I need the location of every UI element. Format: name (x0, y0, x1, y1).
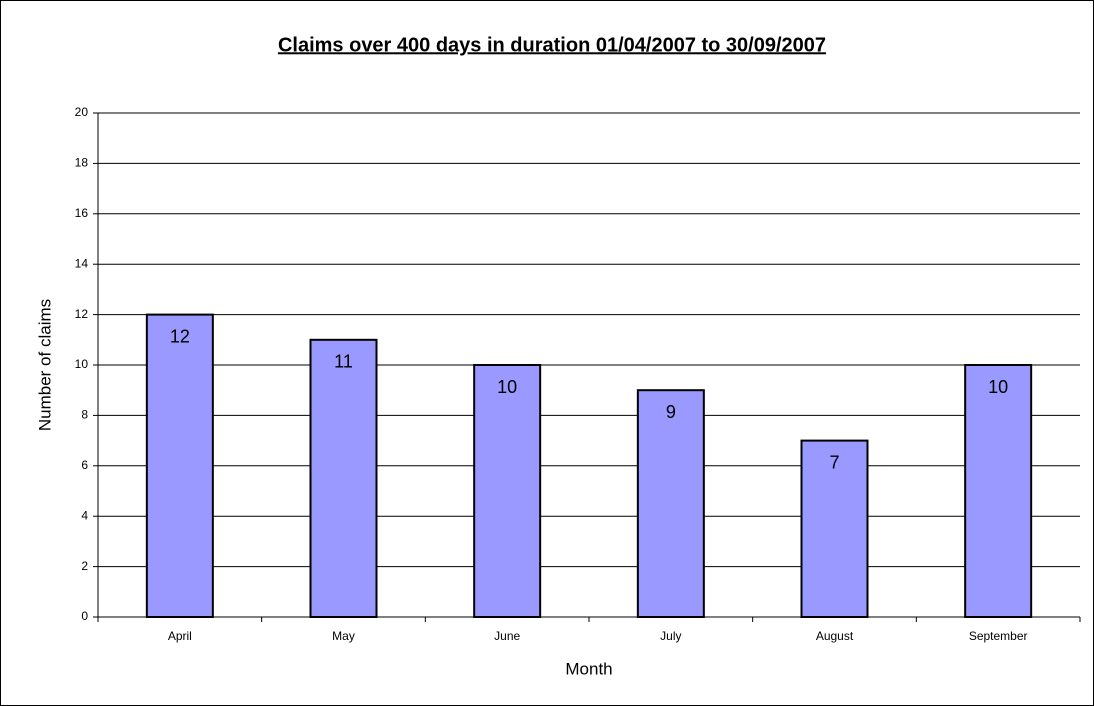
x-tick-label: July (660, 629, 681, 643)
data-label: 10 (497, 377, 517, 397)
bar (636, 389, 705, 619)
y-tick-label: 20 (75, 105, 89, 119)
x-tick-label: August (816, 629, 854, 643)
bar (473, 364, 542, 618)
y-axis-label: Number of claims (35, 299, 54, 431)
x-axis-label: Month (565, 659, 612, 678)
y-tick-label: 18 (75, 156, 89, 170)
data-label: 7 (829, 452, 839, 472)
data-label: 10 (988, 377, 1008, 397)
x-tick-label: May (332, 629, 355, 643)
bar (309, 338, 378, 618)
y-tick-label: 14 (75, 256, 89, 270)
y-tick-label: 0 (81, 609, 88, 623)
y-tick-label: 8 (81, 408, 88, 422)
data-label: 11 (334, 352, 353, 372)
data-label: 9 (666, 402, 676, 422)
y-tick-label: 2 (81, 559, 88, 573)
x-tick-label: April (168, 629, 192, 643)
y-tick-label: 6 (81, 458, 88, 472)
x-tick-label: June (494, 629, 520, 643)
x-tick-label: September (969, 629, 1028, 643)
y-tick-label: 16 (75, 206, 89, 220)
data-label: 12 (170, 326, 190, 346)
y-tick-label: 4 (81, 508, 88, 522)
chart-title: Claims over 400 days in duration 01/04/2… (278, 34, 826, 56)
bar (800, 439, 869, 618)
bar (964, 364, 1033, 618)
bar (145, 313, 214, 618)
y-tick-label: 12 (75, 307, 89, 321)
y-tick-label: 10 (75, 357, 89, 371)
